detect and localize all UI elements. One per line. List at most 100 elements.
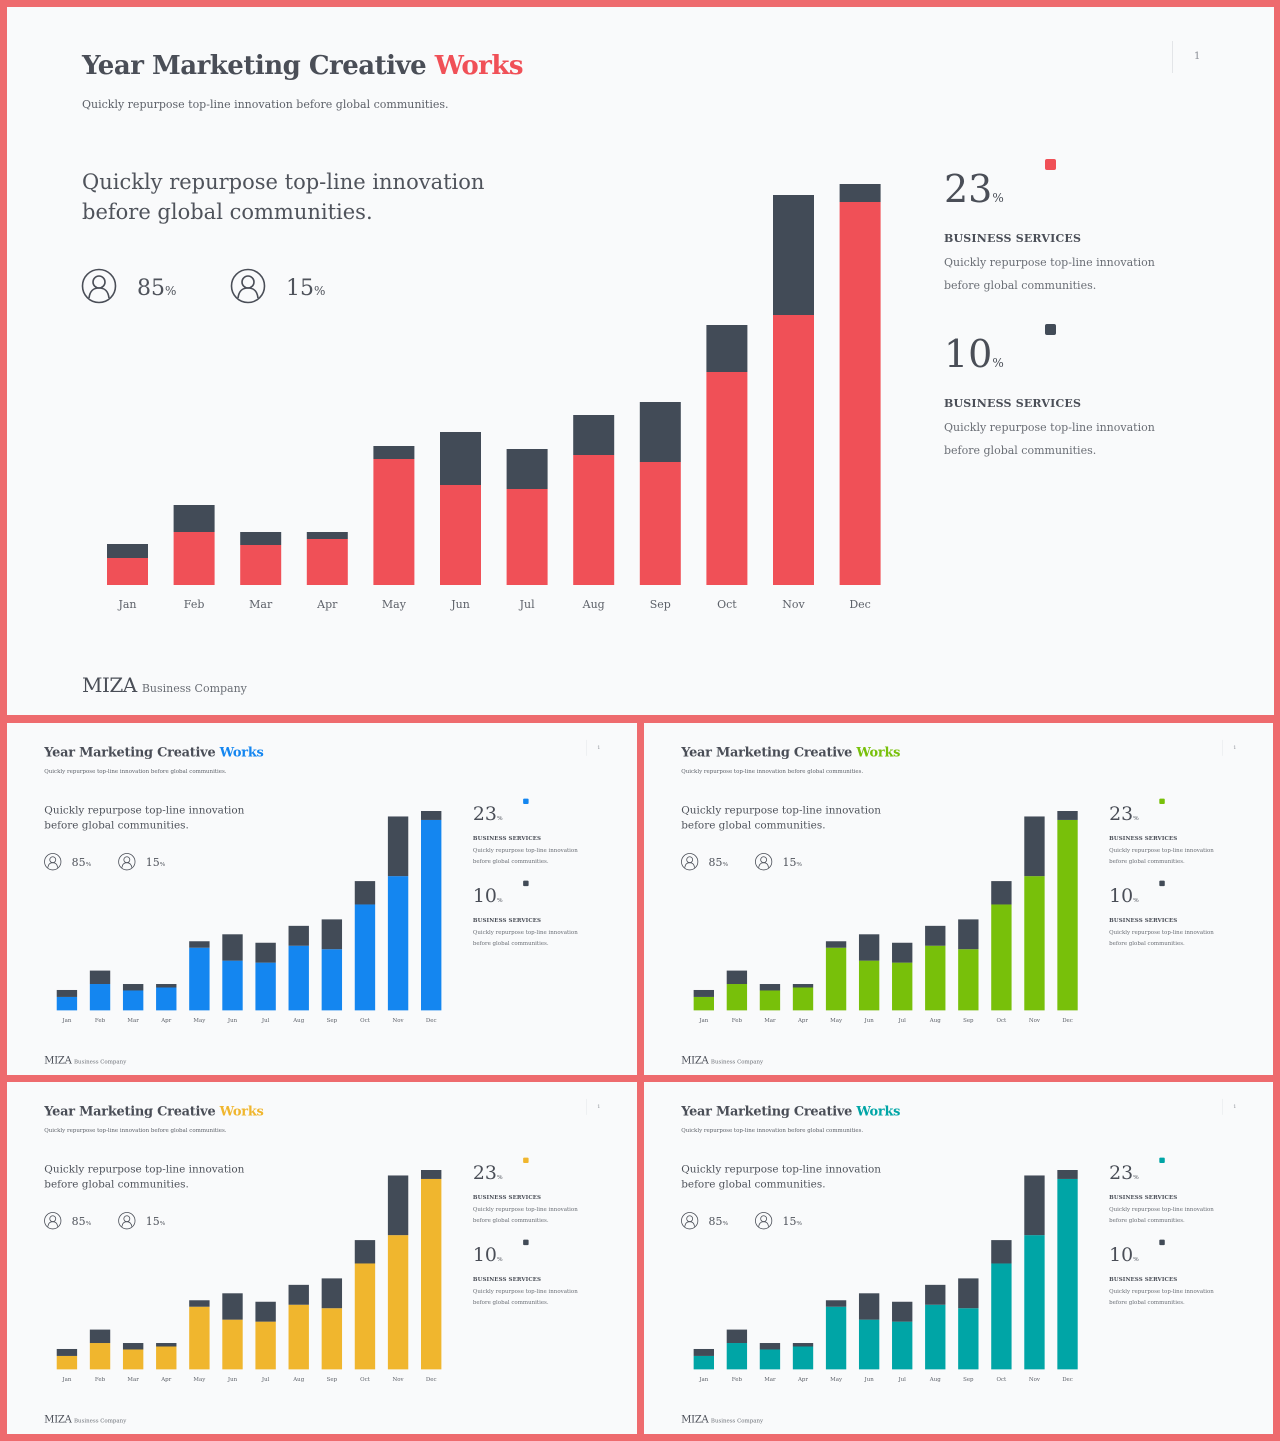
bar-accent-jun	[222, 960, 243, 1011]
x-tick-label: Apr	[160, 1377, 171, 1383]
lead-text: Quickly repurpose top-line innovation be…	[82, 170, 485, 224]
persona-unit: %	[314, 283, 326, 298]
bar-accent-jun	[858, 960, 880, 1011]
bar-accent-oct	[991, 904, 1012, 1011]
slide-subtitle: Quickly repurpose top-line innovation be…	[44, 1127, 227, 1134]
bar-dark-jul	[892, 942, 913, 963]
bar-dark-jul	[255, 1301, 276, 1322]
bar-dark-nov	[1024, 1175, 1045, 1236]
stat-value: 23%	[473, 804, 592, 828]
bar-dark-sep	[321, 1278, 343, 1309]
stat-unit: %	[1133, 1255, 1139, 1263]
bar-dark-jun	[222, 934, 243, 961]
bar-dark-aug	[573, 415, 615, 455]
slide-subtitle: Quickly repurpose top-line innovation be…	[82, 98, 449, 111]
persona-unit: %	[796, 860, 803, 868]
bar-accent-mar	[122, 1349, 144, 1370]
stat-value: 23%	[1109, 1163, 1228, 1187]
x-tick-label: Apr	[316, 598, 338, 611]
slide-yellow: Year Marketing Creative Works Quickly rep…	[7, 1082, 637, 1434]
slide-green: Year Marketing Creative Works Quickly rep…	[644, 723, 1273, 1075]
stat-number: 23	[944, 167, 993, 211]
persona-value: 85	[708, 856, 723, 869]
bar-dark-mar	[759, 1343, 781, 1350]
legend-swatch	[1159, 1157, 1165, 1164]
bar-accent-nov	[1024, 876, 1045, 1011]
x-tick-label: Mar	[764, 1377, 776, 1383]
bar-accent-dec	[420, 1178, 442, 1370]
title-main: Year Marketing Creative	[82, 51, 427, 81]
legend-swatch	[1045, 159, 1056, 170]
bar-accent-sep	[321, 1308, 343, 1370]
bar-accent-jul	[892, 962, 913, 1011]
x-tick-label: Feb	[95, 1018, 106, 1024]
x-tick-label: Jan	[698, 1018, 708, 1024]
slide-title: Year Marketing Creative Works	[82, 51, 524, 81]
x-tick-label: Nov	[1029, 1377, 1041, 1383]
x-tick-label: Sep	[327, 1018, 338, 1024]
bar-dark-oct	[706, 325, 748, 372]
bar-dark-oct	[354, 1240, 376, 1264]
legend-swatch	[1159, 798, 1165, 805]
bar-dark-may	[189, 941, 210, 948]
bar-accent-jan	[56, 996, 78, 1011]
bar-dark-apr	[306, 532, 348, 539]
x-tick-label: Nov	[1029, 1018, 1041, 1024]
user-icon	[681, 1212, 699, 1232]
bar-dark-nov	[773, 195, 814, 315]
persona-percent: 85%	[137, 276, 176, 301]
user-icon	[755, 853, 773, 873]
stat-block: 10% BUSINESS SERVICES Quickly repurpose to…	[1109, 1239, 1228, 1309]
x-tick-label: Dec	[426, 1018, 437, 1024]
title-accent: Works	[219, 1103, 264, 1119]
bar-accent-feb	[173, 532, 215, 585]
bar-accent-nov	[387, 1235, 409, 1370]
persona-unit: %	[722, 1219, 729, 1227]
user-icon	[681, 853, 699, 873]
bar-dark-jan	[693, 989, 714, 997]
brand-name: MIZA	[44, 1054, 72, 1067]
x-tick-label: Aug	[292, 1018, 304, 1024]
persona-stat: 15%	[755, 1212, 802, 1232]
x-tick-label: Aug	[582, 598, 605, 611]
x-tick-label: Feb	[732, 1377, 743, 1383]
page-divider	[1172, 41, 1173, 73]
legend-swatch	[1159, 880, 1165, 887]
bar-dark-jun	[858, 934, 880, 961]
x-tick-label: Jun	[450, 598, 470, 611]
bar-accent-nov	[773, 315, 814, 585]
company-name: Business Company	[74, 1058, 127, 1066]
footer-brand: MIZA Business Company	[82, 673, 247, 697]
stat-value: 10%	[473, 886, 592, 910]
stat-description: Quickly repurpose top-line innovation be…	[1109, 1287, 1214, 1306]
stat-number: 23	[1109, 1161, 1134, 1184]
x-tick-label: Mar	[249, 598, 273, 611]
stat-number: 23	[472, 802, 497, 825]
stacked-bar-chart: Jan Feb Mar Apr May Jun Jul Aug Sep Oct Nov Dec	[56, 1170, 442, 1383]
stat-unit: %	[496, 814, 503, 822]
bar-accent-oct	[991, 1263, 1012, 1370]
bar-accent-may	[189, 1306, 210, 1370]
company-name: Business Company	[710, 1417, 764, 1425]
stat-label: BUSINESS SERVICES	[944, 232, 1082, 245]
x-tick-label: Sep	[327, 1377, 338, 1383]
bar-accent-may	[189, 947, 210, 1011]
legend-swatch	[523, 1157, 529, 1164]
stat-description: Quickly repurpose top-line innovation be…	[472, 846, 578, 865]
slide-title: Year Marketing Creative Works	[681, 1104, 900, 1119]
title-accent: Works	[856, 1103, 901, 1119]
bar-accent-oct	[354, 904, 376, 1011]
x-tick-label: Apr	[797, 1377, 808, 1383]
persona-stat: 85%	[681, 853, 728, 873]
x-tick-label: Jun	[227, 1377, 238, 1383]
slide-blue: Year Marketing Creative Works Quickly rep…	[7, 723, 637, 1075]
x-tick-label: Mar	[127, 1018, 139, 1024]
stat-number: 23	[472, 1161, 497, 1184]
bar-accent-jan	[693, 1355, 714, 1370]
slide-subtitle: Quickly repurpose top-line innovation be…	[681, 1127, 864, 1134]
footer-brand: MIZA Business Company	[681, 1413, 763, 1425]
x-tick-label: May	[193, 1018, 206, 1024]
bar-dark-apr	[156, 1343, 177, 1347]
persona-stat: 85%	[44, 1212, 91, 1232]
stat-number: 10	[1109, 884, 1134, 907]
